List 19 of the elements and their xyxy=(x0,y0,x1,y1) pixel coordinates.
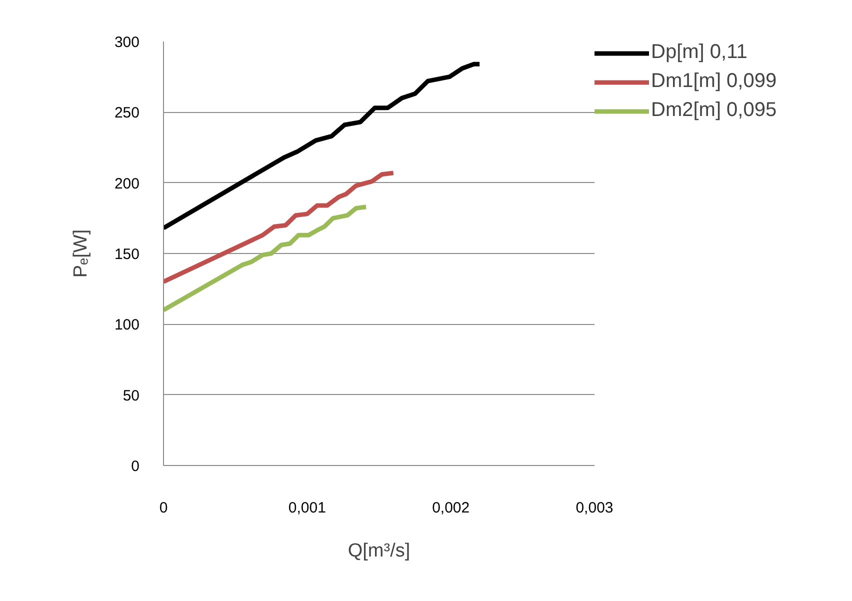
x-axis-title: Q[m³/s] xyxy=(348,540,410,562)
x-tick-label: 0 xyxy=(159,500,168,516)
y-tick-label: 300 xyxy=(114,34,140,51)
legend-label: Dm1[m] 0,099 xyxy=(651,70,777,93)
y-axis-title: Pₑ[W] xyxy=(70,229,92,278)
y-tick-label: 150 xyxy=(114,246,140,263)
line-series xyxy=(164,62,482,230)
x-tick-label: 0,001 xyxy=(288,500,326,516)
line-series xyxy=(164,204,368,312)
x-tick-label: 0,003 xyxy=(576,500,614,516)
legend-label: Dm2[m] 0,095 xyxy=(651,99,777,122)
y-tick-label: 250 xyxy=(114,104,140,122)
y-tick-label: 0 xyxy=(131,458,140,475)
line-series xyxy=(164,170,396,284)
y-tick-label: 100 xyxy=(114,316,140,334)
y-tick-label: 200 xyxy=(114,175,140,192)
x-tick-label: 0,002 xyxy=(432,500,470,516)
legend-label: Dp[m] 0,11 xyxy=(651,41,748,64)
y-tick-label: 50 xyxy=(122,387,140,404)
